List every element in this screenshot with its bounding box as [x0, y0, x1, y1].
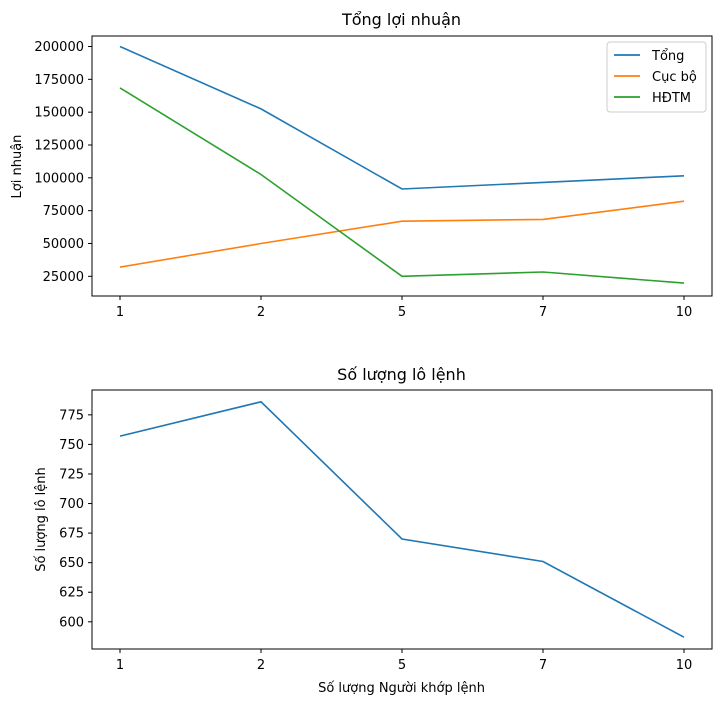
order-lots-chart-plot-area	[119, 400, 685, 638]
profit-chart-y-tick-label: 100000	[34, 171, 84, 186]
profit-chart-y-tick-label: 50000	[43, 237, 84, 252]
order-lots-chart-x-tick-label: 1	[116, 658, 124, 673]
order-lots-chart-title: Số lượng lô lệnh	[337, 365, 466, 384]
profit-chart-series-line-2	[119, 200, 685, 268]
profit-chart-title: Tổng lợi nhuận	[341, 10, 461, 29]
order-lots-chart-x-tick-label: 7	[539, 658, 547, 673]
profit-chart-series-line-1	[119, 45, 685, 190]
profit-chart-legend: Tổng Cục bộ HĐTM	[606, 41, 707, 113]
profit-chart-x-tick-label: 5	[398, 305, 406, 320]
order-lots-chart-y-tick-label: 650	[59, 556, 84, 571]
profit-chart-ylabel: Lợi nhuận	[10, 135, 25, 199]
order-lots-chart-y-tick-label: 700	[59, 497, 84, 512]
profit-chart-x-tick-label: 10	[676, 305, 693, 320]
profit-chart-y-tick-label: 125000	[34, 138, 84, 153]
order-lots-chart-y-tick-label: 725	[59, 467, 84, 482]
order-lots-chart-y-tick-label: 775	[59, 408, 84, 423]
profit-chart-plot-area	[119, 45, 685, 284]
order-lots-chart-y-tick-label: 750	[59, 438, 84, 453]
order-lots-chart-panel: Số lượng lô lệnh Số lượng lô lệnh Số lượ…	[34, 365, 713, 696]
profit-chart-frame	[91, 35, 713, 297]
order-lots-chart-x-tick-label: 5	[398, 658, 406, 673]
profit-chart-legend-box	[606, 41, 707, 113]
order-lots-chart-frame	[91, 389, 713, 650]
order-lots-chart-x-axis: 1 2 5 7 10	[116, 649, 692, 673]
order-lots-chart-series-line-1	[119, 400, 685, 638]
order-lots-chart-y-tick-label: 675	[59, 527, 84, 542]
profit-chart-y-axis: 25000 50000 75000 100000 125000 150000 175000 2…	[34, 40, 92, 285]
order-lots-chart-y-axis: 600 625 650 675 700 725 750 775	[59, 408, 92, 630]
profit-chart-x-axis: 1 2 5 7 10	[116, 296, 692, 320]
profit-chart-y-tick-label: 25000	[43, 270, 84, 285]
profit-chart-y-tick-label: 75000	[43, 204, 84, 219]
profit-chart-panel: Tổng lợi nhuận Lợi nhuận 1 2 5 7 10 25000 500…	[10, 10, 713, 320]
profit-chart-y-tick-label: 150000	[34, 106, 84, 121]
order-lots-chart-xlabel: Số lượng Người khớp lệnh	[318, 681, 485, 696]
profit-chart-y-tick-label: 175000	[34, 73, 84, 88]
legend-label-2: Cục bộ	[652, 70, 697, 85]
profit-chart-x-tick-label: 7	[539, 305, 547, 320]
legend-label-1: Tổng	[651, 49, 684, 64]
order-lots-chart-ylabel: Số lượng lô lệnh	[34, 467, 49, 572]
profit-chart-series-line-3	[119, 87, 685, 284]
profit-chart-x-tick-label: 1	[116, 305, 124, 320]
legend-label-3: HĐTM	[652, 91, 691, 106]
order-lots-chart-x-tick-label: 10	[676, 658, 693, 673]
order-lots-chart-y-tick-label: 625	[59, 586, 84, 601]
profit-chart-y-tick-label: 200000	[34, 40, 84, 55]
profit-chart-x-tick-label: 2	[257, 305, 265, 320]
order-lots-chart-y-tick-label: 600	[59, 615, 84, 630]
order-lots-chart-x-tick-label: 2	[257, 658, 265, 673]
